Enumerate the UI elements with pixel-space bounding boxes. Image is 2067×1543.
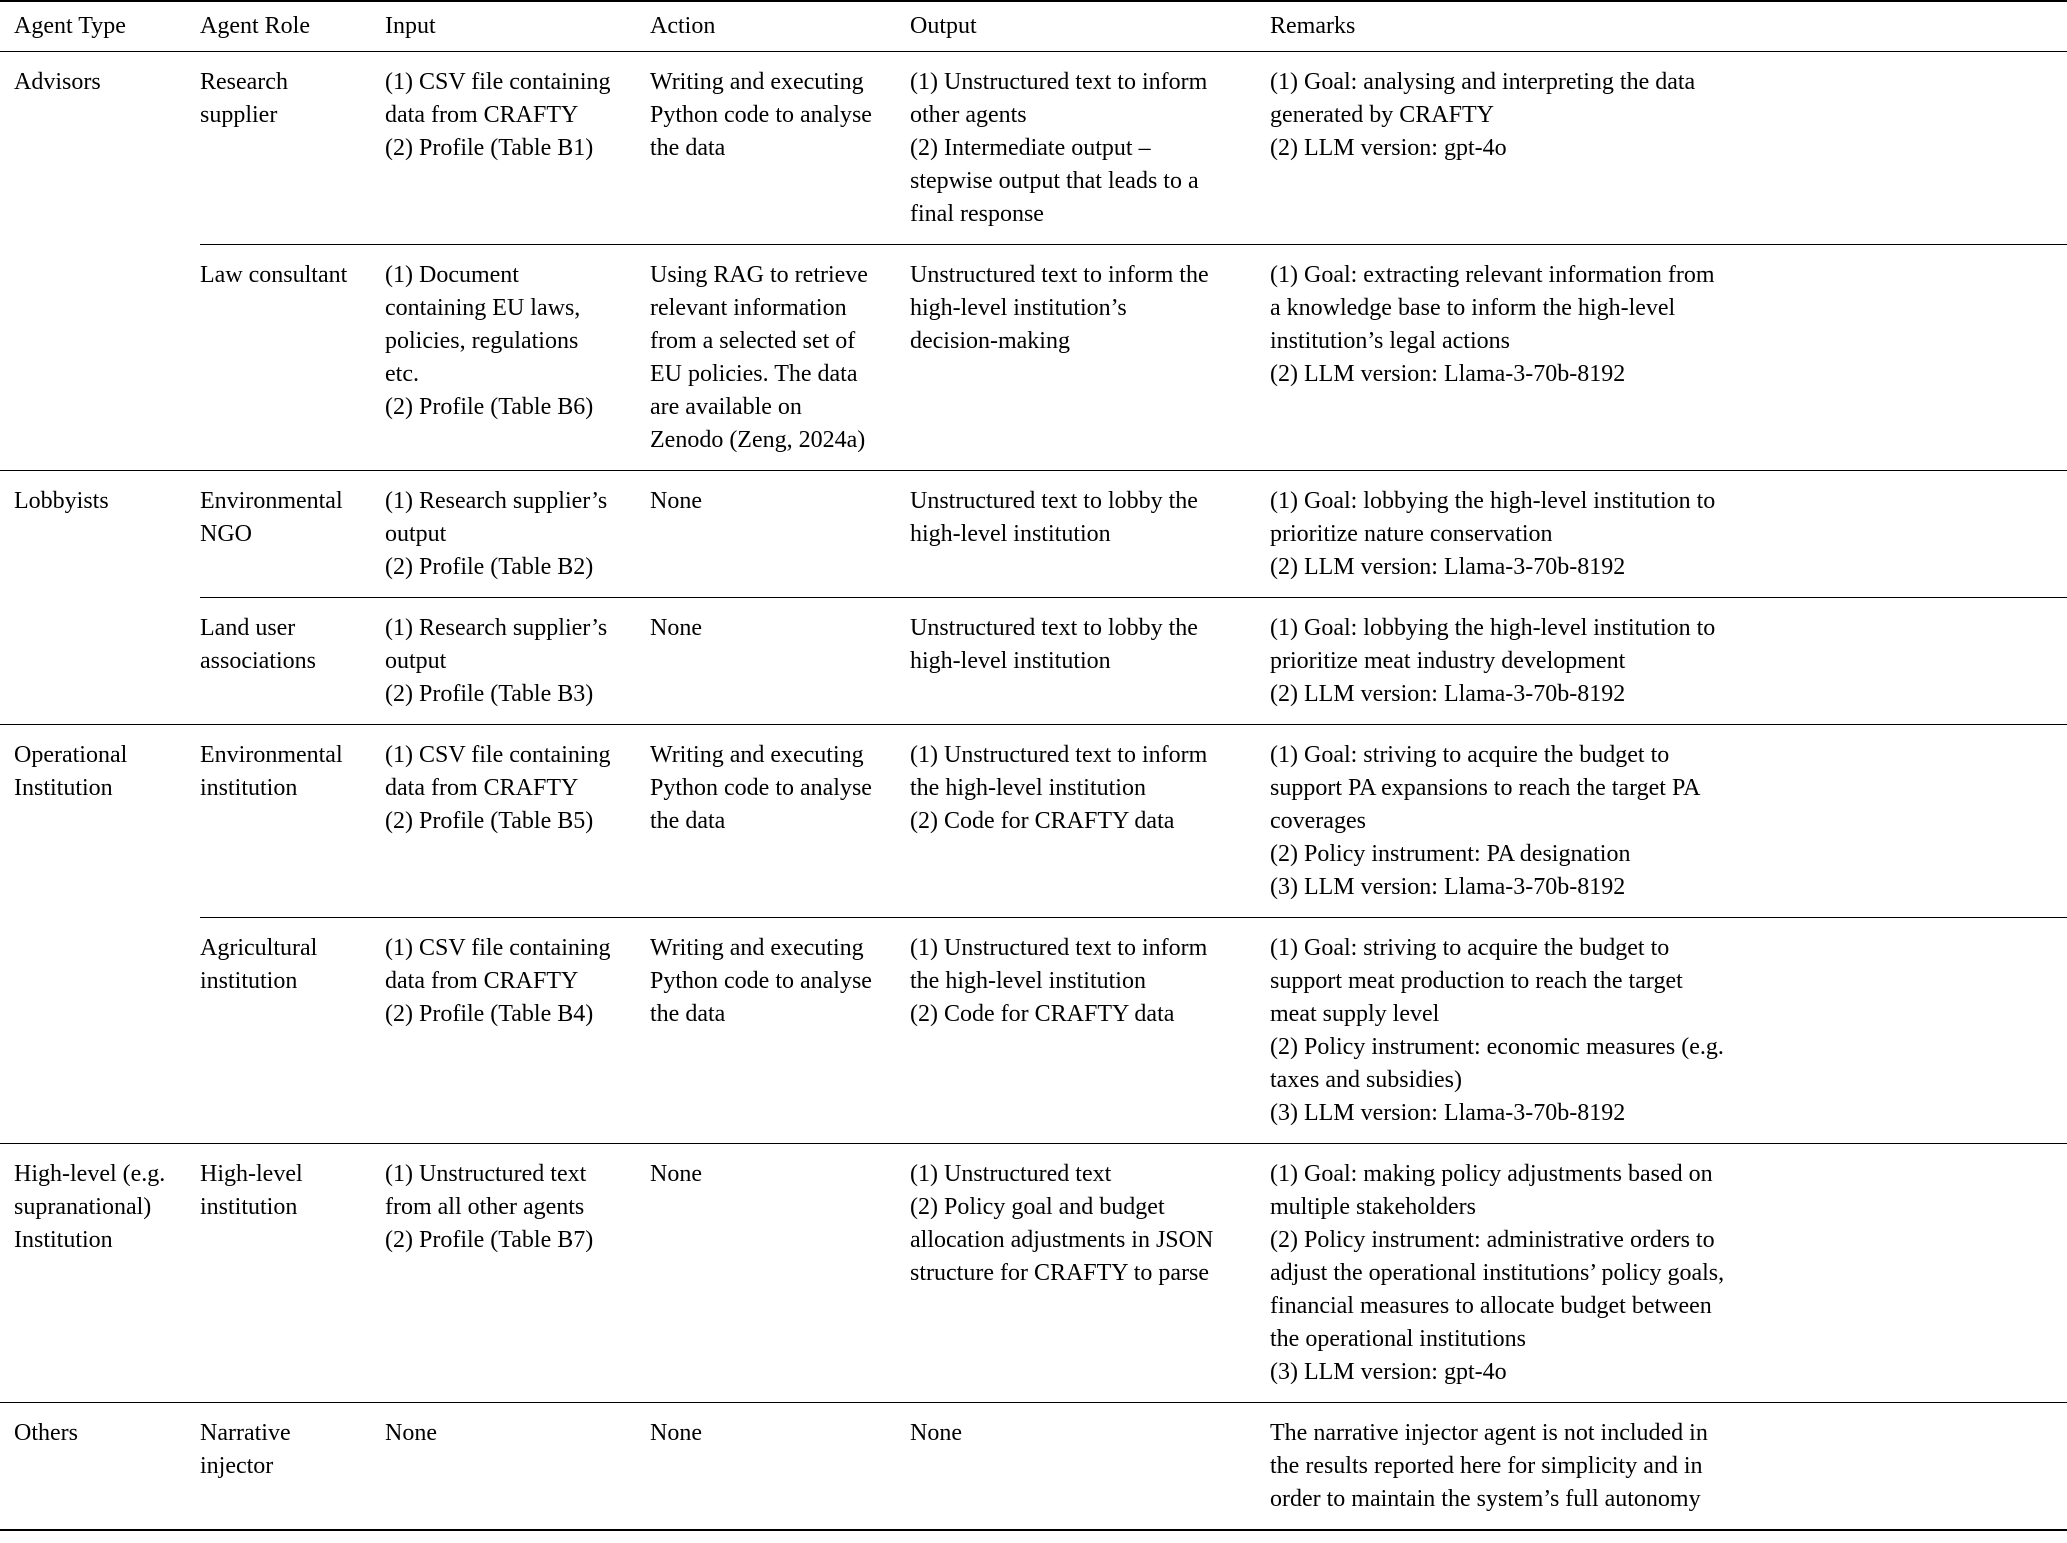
cell-action: Using RAG to retrieve relevant informati…	[650, 262, 868, 453]
table-header-row: Agent Type Agent Role Input Action Outpu…	[0, 2, 2067, 52]
group-lobbyists: Lobbyists Environmental NGO (1) Research…	[0, 470, 2067, 724]
cell-input: (1) CSV file containing data from CRAFTY…	[385, 742, 611, 834]
cell-action: Writing and executing Python code to ana…	[650, 69, 872, 161]
cell-remarks: (1) Goal: analysing and interpreting the…	[1270, 69, 1696, 161]
table-row: Environmental NGO (1) Research supplier’…	[200, 471, 2067, 597]
cell-agent-type: Lobbyists	[14, 488, 109, 514]
cell-output: None	[910, 1420, 962, 1446]
cell-input: (1) Research supplier’s output (2) Profi…	[385, 488, 608, 580]
cell-agent-type: High-level (e.g. supranational) Institut…	[14, 1161, 166, 1253]
cell-output: Unstructured text to lobby the high-leve…	[910, 615, 1198, 674]
cell-action: None	[650, 615, 702, 641]
cell-agent-role: Narrative injector	[200, 1420, 291, 1479]
cell-output: (1) Unstructured text to inform the high…	[910, 742, 1208, 834]
table-row: High-level institution (1) Unstructured …	[200, 1144, 2067, 1402]
cell-remarks: (1) Goal: striving to acquire the budget…	[1270, 742, 1701, 900]
cell-action: None	[650, 1161, 702, 1187]
cell-input: None	[385, 1420, 437, 1446]
cell-output: Unstructured text to lobby the high-leve…	[910, 488, 1198, 547]
cell-agent-role: High-level institution	[200, 1161, 303, 1220]
cell-input: (1) Research supplier’s output (2) Profi…	[385, 615, 608, 707]
column-header-remarks: Remarks	[1270, 13, 1356, 39]
cell-output: Unstructured text to inform the high-lev…	[910, 262, 1209, 354]
column-header-action: Action	[650, 13, 716, 39]
column-header-output: Output	[910, 13, 977, 39]
cell-agent-role: Law consultant	[200, 262, 348, 288]
cell-agent-role: Agricultural institution	[200, 935, 318, 994]
cell-action: Writing and executing Python code to ana…	[650, 742, 872, 834]
column-header-agent-type: Agent Type	[14, 13, 126, 39]
cell-output: (1) Unstructured text to inform the high…	[910, 935, 1208, 1027]
cell-input: (1) CSV file containing data from CRAFTY…	[385, 935, 611, 1027]
table-row: Research supplier (1) CSV file containin…	[200, 52, 2067, 244]
cell-agent-type: Advisors	[14, 69, 101, 95]
column-header-agent-role: Agent Role	[200, 13, 310, 39]
cell-agent-role: Land user associations	[200, 615, 316, 674]
cell-agent-role: Environmental institution	[200, 742, 343, 801]
cell-action: None	[650, 488, 702, 514]
group-others: Others Narrative injector None None None…	[0, 1402, 2067, 1529]
table-row: Narrative injector None None None The na…	[200, 1403, 2067, 1529]
cell-agent-type: Operational Institution	[14, 742, 128, 801]
table-row: Environmental institution (1) CSV file c…	[200, 725, 2067, 917]
cell-remarks: (1) Goal: striving to acquire the budget…	[1270, 935, 1724, 1126]
cell-agent-role: Environmental NGO	[200, 488, 343, 547]
group-operational-institution: Operational Institution Environmental in…	[0, 724, 2067, 1143]
cell-agent-type: Others	[14, 1420, 78, 1446]
cell-output: (1) Unstructured text to inform other ag…	[910, 69, 1208, 227]
cell-remarks: (1) Goal: extracting relevant informatio…	[1270, 262, 1715, 387]
cell-input: (1) Unstructured text from all other age…	[385, 1161, 594, 1253]
table-row: Land user associations (1) Research supp…	[200, 597, 2067, 724]
cell-action: Writing and executing Python code to ana…	[650, 935, 872, 1027]
cell-remarks: (1) Goal: lobbying the high-level instit…	[1270, 615, 1716, 707]
cell-remarks: The narrative injector agent is not incl…	[1270, 1420, 1708, 1512]
column-header-input: Input	[385, 13, 436, 39]
cell-input: (1) CSV file containing data from CRAFTY…	[385, 69, 611, 161]
cell-output: (1) Unstructured text (2) Policy goal an…	[910, 1161, 1214, 1286]
cell-action: None	[650, 1420, 702, 1446]
cell-agent-role: Research supplier	[200, 69, 288, 128]
cell-remarks: (1) Goal: lobbying the high-level instit…	[1270, 488, 1716, 580]
cell-remarks: (1) Goal: making policy adjustments base…	[1270, 1161, 1725, 1385]
cell-input: (1) Document containing EU laws, policie…	[385, 262, 594, 420]
table-row: Agricultural institution (1) CSV file co…	[200, 917, 2067, 1143]
table-row: Law consultant (1) Document containing E…	[200, 244, 2067, 470]
group-advisors: Advisors Research supplier (1) CSV file …	[0, 52, 2067, 470]
group-high-level-institution: High-level (e.g. supranational) Institut…	[0, 1143, 2067, 1402]
